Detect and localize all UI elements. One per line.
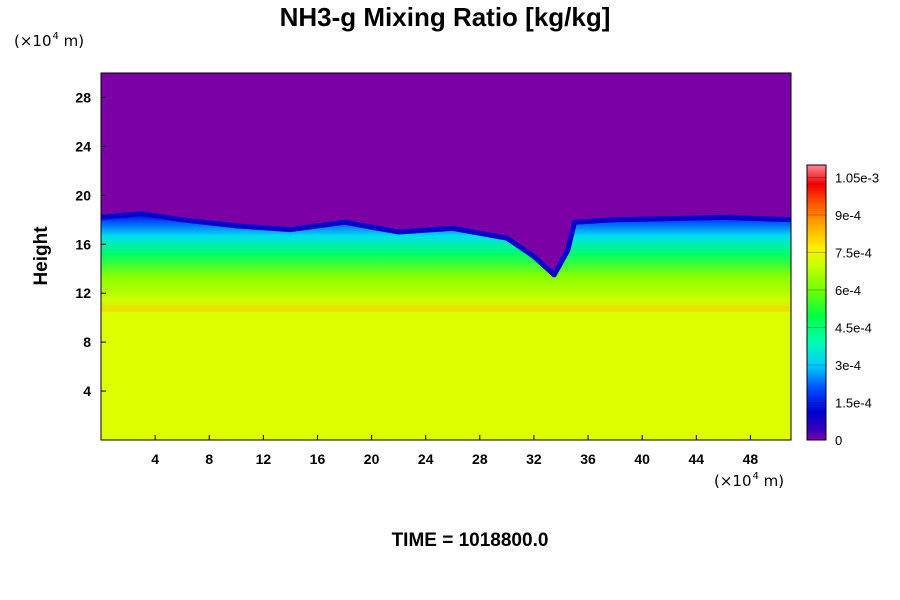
x-tick-label: 4 [151, 451, 159, 467]
y-unit-exponent: 4 [52, 31, 59, 42]
x-tick-label: 24 [418, 451, 434, 467]
y-tick-label: 12 [75, 285, 91, 301]
x-tick-label: 20 [364, 451, 380, 467]
y-tick-label: 16 [75, 236, 91, 252]
x-tick-label: 44 [689, 451, 705, 467]
y-axis-unit: (×104 m) [14, 31, 85, 50]
colorbar-tick-label: 4.5e-4 [835, 321, 872, 336]
y-axis: 4 8 12 16 20 24 28 [75, 89, 106, 399]
field-mixing-layer [101, 213, 791, 316]
time-label: TIME = 1018800.0 [391, 530, 549, 551]
x-tick-label: 48 [743, 451, 759, 467]
x-tick-label: 28 [472, 451, 488, 467]
x-unit-base: (×10 [714, 472, 752, 490]
field-boundary-edge [100, 211, 792, 278]
x-tick-label: 16 [310, 451, 326, 467]
x-unit-exponent: 4 [752, 471, 759, 482]
x-tick-label: 32 [526, 451, 542, 467]
x-axis: 4 8 12 16 20 24 28 32 36 40 44 48 [151, 435, 758, 467]
x-axis-unit: (×104 m) [714, 471, 785, 490]
y-tick-label: 8 [83, 334, 91, 350]
chart-title: NH3-g Mixing Ratio [kg/kg] [279, 2, 611, 32]
y-tick-label: 28 [75, 89, 91, 105]
x-tick-label: 8 [205, 451, 213, 467]
colorbar-tick-label: 3e-4 [835, 358, 861, 373]
y-tick-label: 24 [75, 138, 91, 154]
y-unit-base: (×10 [14, 32, 52, 50]
y-tick-label: 20 [75, 187, 91, 203]
x-tick-label: 12 [256, 451, 272, 467]
colorbar-tick-label: 9e-4 [835, 208, 861, 223]
colorbar-bar [806, 164, 827, 441]
plot-frame [100, 72, 792, 441]
colorbar-tick-label: 6e-4 [835, 283, 861, 298]
x-tick-label: 36 [580, 451, 596, 467]
y-unit-suffix: m) [58, 32, 85, 50]
colorbar-tick-label: 1.05e-3 [835, 171, 879, 186]
x-tick-label: 40 [634, 451, 650, 467]
colorbar: 0 1.5e-4 3e-4 4.5e-4 6e-4 7.5e-4 9e-4 1.05e-3 [806, 164, 879, 448]
colorbar-tick-label: 0 [835, 433, 842, 448]
colorbar-tick-label: 1.5e-4 [835, 396, 872, 411]
colorbar-tick-label: 7.5e-4 [835, 246, 872, 261]
plot-area [100, 72, 792, 441]
y-tick-label: 4 [83, 383, 91, 399]
field-lower-region [101, 311, 791, 440]
x-unit-suffix: m) [758, 472, 785, 490]
